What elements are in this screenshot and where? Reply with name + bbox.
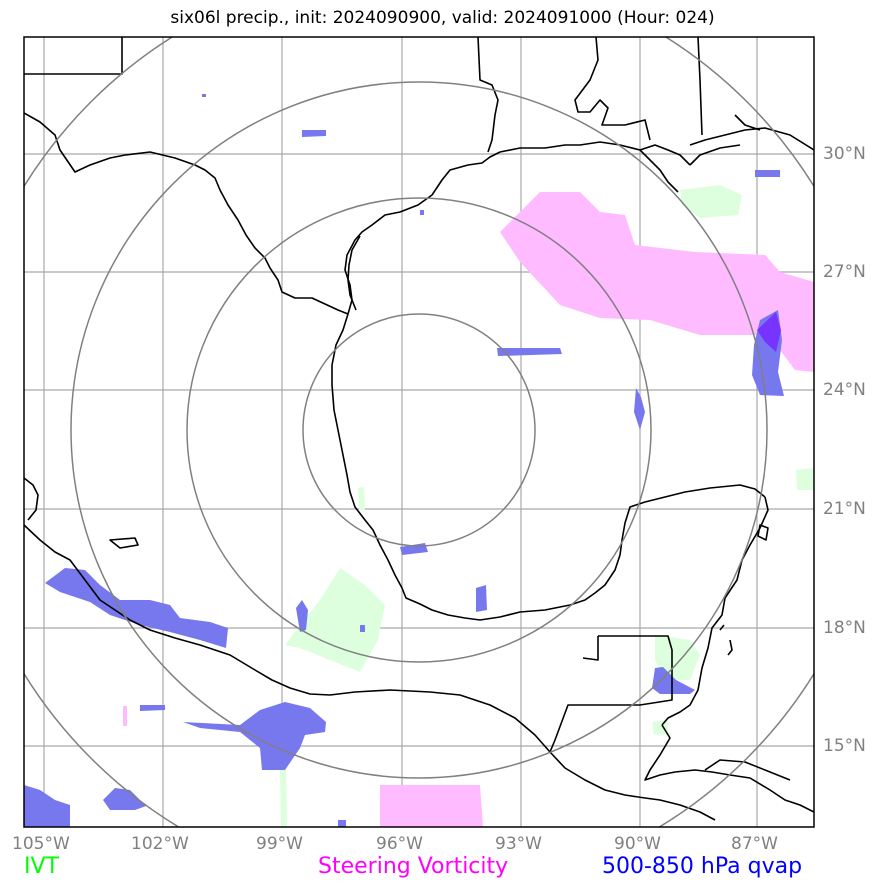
plot-title: six06l precip., init: 2024090900, valid:… (170, 8, 715, 28)
lat-label-21n: 21°N (823, 499, 866, 519)
lon-label-90w: 90°W (614, 834, 661, 854)
qvap-area-mexico-west (45, 568, 228, 648)
range-ring-1 (302, 313, 536, 547)
lat-label-27n: 27°N (823, 262, 866, 282)
vorticity-area-north-gulf (500, 192, 814, 372)
louisiana-coast (499, 141, 691, 193)
us-state-line-2 (477, 37, 499, 153)
us-state-line-1 (24, 37, 123, 75)
qvap-area-central-gulf (497, 348, 562, 356)
vorticity-field (123, 192, 814, 827)
lon-label-93w: 93°W (495, 834, 542, 854)
qvap-area-south-small (140, 705, 165, 711)
mexico-guatemala-border (549, 635, 673, 753)
map-frame (23, 36, 815, 828)
florida-panhandle (689, 127, 814, 166)
ivt-field (280, 185, 814, 827)
texas-coast (331, 313, 766, 621)
ivt-area-east-edge (796, 468, 814, 490)
qvap-area-east-core (757, 312, 781, 352)
ivt-area-yucatan-small (652, 720, 668, 735)
coastlines (24, 37, 814, 821)
qvap-area-north-small (302, 130, 326, 137)
ivt-sliver-texas (358, 487, 365, 510)
lat-label-15n: 15°N (823, 736, 866, 756)
lat-label-18n: 18°N (823, 618, 866, 638)
qvap-area-southwest (103, 788, 146, 810)
ivt-sliver-south (280, 770, 287, 827)
central-america-pacific (24, 524, 716, 821)
island-cozumel (757, 524, 769, 541)
coast-fragment-se (719, 624, 733, 656)
texas-upper-coast (344, 151, 501, 315)
qvap-area-mexico-small (360, 625, 365, 632)
qvap-dot-texas (420, 210, 424, 215)
yucatan-east (661, 496, 769, 726)
lon-label-96w: 96°W (376, 834, 423, 854)
ivt-area-yucatan-east (655, 635, 700, 680)
texas-barrier-island (347, 235, 361, 311)
lon-label-87w: 87°W (731, 834, 778, 854)
island-gulf-small (109, 537, 139, 549)
baja-coast (24, 477, 39, 521)
lat-label-24n: 24°N (823, 380, 866, 400)
qvap-area-bottom-small (338, 820, 346, 827)
lon-label-105w: 105°W (12, 834, 70, 854)
qvap-area-northeast-small (755, 170, 780, 177)
qvap-area-yucatan (652, 667, 695, 694)
mexico-us-border (24, 112, 349, 315)
vorticity-sliver-west (123, 706, 127, 726)
ivt-area-east-gulf (680, 185, 742, 218)
qvap-area-campeche-small (476, 585, 487, 612)
qvap-area-southwest-edge (24, 785, 70, 827)
lon-label-99w: 99°W (256, 834, 303, 854)
honduras-coast (704, 759, 791, 781)
legend-steering-vorticity: Steering Vorticity (318, 854, 509, 879)
us-state-line-4 (697, 37, 761, 136)
central-america-east (644, 724, 814, 813)
lat-label-30n: 30°N (823, 144, 866, 164)
legend-qvap: 500-850 hPa qvap (602, 854, 803, 879)
qvap-area-mexico-central (296, 600, 308, 632)
qvap-area-east-gulf-small (634, 388, 645, 430)
lon-label-102w: 102°W (131, 834, 189, 854)
vorticity-area-south (380, 785, 483, 827)
range-ring-2 (186, 197, 652, 663)
ivt-area-bay-of-campeche-west (285, 568, 385, 672)
legend-ivt: IVT (24, 854, 59, 879)
range-ring-3 (70, 81, 768, 779)
qvap-dot-north (202, 94, 206, 97)
us-state-line-3 (574, 37, 651, 141)
